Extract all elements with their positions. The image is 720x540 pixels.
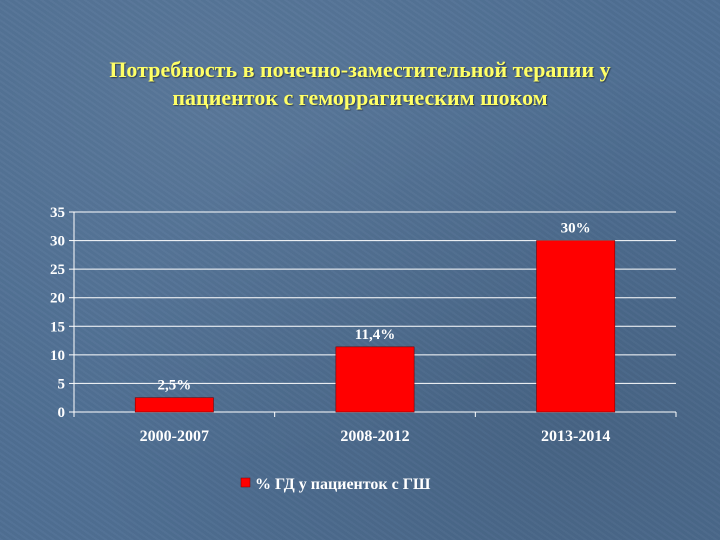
- bar: [335, 346, 415, 413]
- labels: 2,5% 2000-2007 11,4% 2008-2012 30% 2013-2014: [140, 221, 611, 445]
- data-label: 11,4%: [355, 327, 395, 343]
- bars: [134, 240, 616, 413]
- bar: [536, 240, 616, 413]
- legend: % ГД у пациенток с ГШ: [240, 476, 431, 493]
- title-line-1: Потребность в почечно-заместительной тер…: [109, 57, 611, 82]
- legend-label: % ГД у пациенток с ГШ: [255, 476, 431, 493]
- category-label: 2000-2007: [140, 428, 209, 445]
- y-tick-label: 25: [50, 262, 65, 278]
- data-label: 30%: [561, 221, 591, 237]
- legend-swatch: [240, 477, 251, 488]
- title-line-2: пациенток с геморрагическим шоком: [172, 85, 548, 110]
- y-tick-label: 30: [50, 234, 65, 250]
- y-tick-label: 5: [58, 376, 66, 392]
- slide-title: Потребность в почечно-заместительной тер…: [40, 56, 680, 112]
- y-tick-label: 0: [58, 405, 66, 421]
- data-label: 2,5%: [157, 378, 191, 394]
- category-label: 2013-2014: [541, 428, 610, 445]
- bar: [134, 397, 214, 413]
- category-label: 2008-2012: [340, 428, 409, 445]
- y-tick-label: 15: [50, 319, 65, 335]
- y-tick-label: 35: [50, 205, 65, 221]
- y-tick-label: 10: [50, 348, 65, 364]
- y-tick-label: 20: [50, 291, 65, 307]
